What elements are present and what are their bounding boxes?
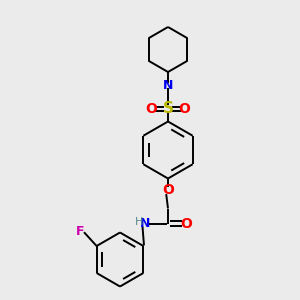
Text: N: N (140, 217, 151, 230)
Text: S: S (163, 101, 173, 116)
Text: O: O (146, 102, 158, 116)
Text: F: F (76, 225, 85, 238)
Text: O: O (162, 184, 174, 197)
Text: O: O (180, 217, 192, 230)
Text: H: H (135, 217, 144, 227)
Text: N: N (163, 79, 173, 92)
Text: O: O (178, 102, 190, 116)
